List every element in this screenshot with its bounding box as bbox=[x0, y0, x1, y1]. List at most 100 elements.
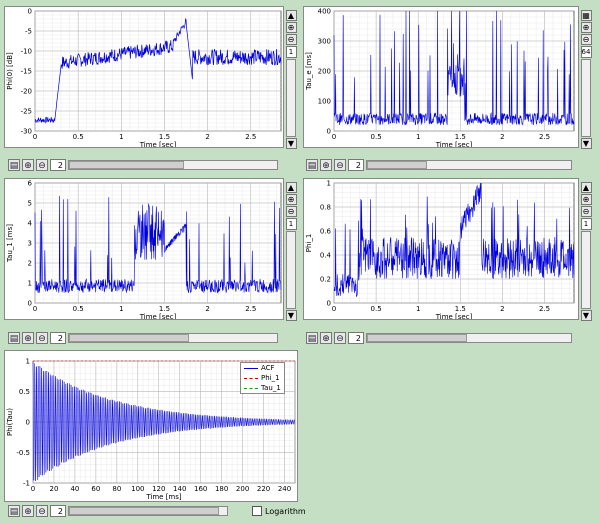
side-spinner[interactable]: 64 bbox=[580, 46, 592, 58]
plot-tau-e-vertical-toolbar: ▦ ⊕ ⊖ 64 ▼ bbox=[580, 10, 592, 149]
plot-tau-e[interactable]: 00.511.522.533.544.555.54003002001000Tim… bbox=[303, 6, 579, 148]
zoom-in-icon[interactable]: ⊕ bbox=[580, 22, 592, 33]
phi0-trace bbox=[34, 18, 282, 124]
y-tick-label: -0.5 bbox=[16, 449, 30, 457]
y-tick-label: 1 bbox=[327, 180, 331, 188]
scroll-up-icon[interactable]: ▲ bbox=[285, 182, 297, 193]
scroll-up-icon[interactable]: ▲ bbox=[285, 10, 297, 21]
x-tick-label: 2 bbox=[500, 305, 504, 313]
zoom-in-icon[interactable]: ⊕ bbox=[22, 332, 34, 344]
tau-e-chart: 00.511.522.533.544.555.54003002001000Tim… bbox=[305, 8, 575, 147]
reset-icon[interactable]: ▦ bbox=[580, 10, 592, 21]
scroll-down-icon[interactable]: ▼ bbox=[285, 310, 297, 321]
x-tick-label: 0 bbox=[33, 133, 37, 141]
horizontal-scrollbar[interactable] bbox=[68, 333, 278, 343]
zoom-spinner[interactable]: 2 bbox=[50, 332, 66, 344]
y-tick-label: 0 bbox=[26, 419, 30, 427]
zoom-spinner[interactable]: 2 bbox=[50, 505, 66, 517]
zoom-in-icon[interactable]: ⊕ bbox=[22, 159, 34, 171]
zoom-spinner[interactable]: 2 bbox=[348, 159, 364, 171]
zoom-out-icon[interactable]: ⊖ bbox=[334, 159, 346, 171]
x-tick-label: 0 bbox=[33, 305, 37, 313]
reset-icon[interactable]: ▤ bbox=[8, 505, 20, 517]
y-tick-label: 0 bbox=[327, 128, 331, 136]
legend-item-phi1: Phi_1 bbox=[241, 373, 284, 383]
tau-1-trace bbox=[34, 195, 282, 294]
vertical-scrollbar[interactable] bbox=[581, 59, 591, 137]
zoom-in-icon[interactable]: ⊕ bbox=[285, 194, 297, 205]
checkbox-box[interactable] bbox=[252, 506, 262, 516]
reset-icon[interactable]: ▤ bbox=[8, 332, 20, 344]
y-tick-label: 0 bbox=[327, 300, 331, 308]
zoom-out-icon[interactable]: ⊖ bbox=[580, 206, 592, 217]
horizontal-scrollbar[interactable] bbox=[366, 160, 572, 170]
x-tick-label: 1 bbox=[416, 305, 420, 313]
zoom-spinner[interactable]: 2 bbox=[50, 159, 66, 171]
y-tick-label: -10 bbox=[21, 48, 32, 56]
reset-icon[interactable]: ▤ bbox=[306, 332, 318, 344]
y-tick-label: 1 bbox=[28, 280, 32, 288]
scroll-down-icon[interactable]: ▼ bbox=[285, 138, 297, 149]
y-tick-label: -15 bbox=[21, 68, 32, 76]
zoom-in-icon[interactable]: ⊕ bbox=[285, 22, 297, 33]
x-tick-label: 2 bbox=[205, 305, 209, 313]
scroll-down-icon[interactable]: ▼ bbox=[580, 310, 592, 321]
x-tick-label: 0 bbox=[332, 305, 336, 313]
horizontal-scrollbar[interactable] bbox=[68, 506, 228, 516]
side-spinner[interactable]: 1 bbox=[580, 218, 592, 230]
x-axis-label: Time [sec] bbox=[139, 313, 177, 319]
y-axis-label: Tau_1 [ms] bbox=[6, 224, 14, 263]
x-tick-label: 1.5 bbox=[159, 133, 170, 141]
zoom-spinner[interactable]: 2 bbox=[348, 332, 364, 344]
plot-phi-1[interactable]: 00.511.522.533.544.555.510.80.60.40.20Ti… bbox=[303, 178, 579, 320]
plot-phi0-vertical-toolbar: ▲ ⊕ ⊖ 1 ▼ bbox=[285, 10, 297, 149]
zoom-out-icon[interactable]: ⊖ bbox=[36, 505, 48, 517]
y-axis-label: Phi(Tau) bbox=[6, 408, 14, 436]
zoom-in-icon[interactable]: ⊕ bbox=[22, 505, 34, 517]
zoom-out-icon[interactable]: ⊖ bbox=[334, 332, 346, 344]
vertical-scrollbar[interactable] bbox=[286, 59, 296, 137]
zoom-out-icon[interactable]: ⊖ bbox=[285, 206, 297, 217]
horizontal-scrollbar[interactable] bbox=[68, 160, 278, 170]
x-tick-label: 60 bbox=[91, 485, 100, 493]
reset-icon[interactable]: ▤ bbox=[8, 159, 20, 171]
x-tick-label: 2.5 bbox=[539, 305, 550, 313]
reset-icon[interactable]: ▤ bbox=[306, 159, 318, 171]
side-spinner[interactable]: 1 bbox=[285, 46, 297, 58]
zoom-in-icon[interactable]: ⊕ bbox=[320, 159, 332, 171]
y-tick-label: 0.5 bbox=[19, 388, 30, 396]
scroll-up-icon[interactable]: ▲ bbox=[580, 182, 592, 193]
phi-1-chart: 00.511.522.533.544.555.510.80.60.40.20Ti… bbox=[305, 180, 575, 319]
zoom-out-icon[interactable]: ⊖ bbox=[580, 34, 592, 45]
y-tick-label: 0.4 bbox=[320, 252, 332, 260]
plot-phi0[interactable]: 00.511.522.533.544.555.50-5-10-15-20-25-… bbox=[4, 6, 284, 148]
legend-item-acf: ACF bbox=[241, 363, 284, 373]
zoom-in-icon[interactable]: ⊕ bbox=[320, 332, 332, 344]
x-tick-label: 2 bbox=[500, 133, 504, 141]
x-tick-label: 220 bbox=[257, 485, 270, 493]
y-tick-label: 0.8 bbox=[320, 204, 331, 212]
y-tick-label: 300 bbox=[318, 38, 331, 46]
y-tick-label: 0 bbox=[28, 300, 32, 308]
x-tick-label: 2.5 bbox=[245, 305, 256, 313]
y-tick-label: -5 bbox=[25, 28, 32, 36]
side-spinner[interactable]: 1 bbox=[285, 218, 297, 230]
zoom-out-icon[interactable]: ⊖ bbox=[285, 34, 297, 45]
horizontal-scrollbar[interactable] bbox=[366, 333, 572, 343]
plot-phi0-toolbar: ▤ ⊕ ⊖ 2 bbox=[8, 158, 278, 172]
x-tick-label: 0.5 bbox=[73, 133, 84, 141]
logarithm-checkbox[interactable]: Logarithm bbox=[252, 506, 306, 516]
y-tick-label: 0.6 bbox=[320, 228, 332, 236]
scroll-down-icon[interactable]: ▼ bbox=[580, 138, 592, 149]
y-tick-label: 200 bbox=[318, 68, 331, 76]
zoom-out-icon[interactable]: ⊖ bbox=[36, 332, 48, 344]
x-tick-label: 200 bbox=[236, 485, 249, 493]
x-tick-label: 1.5 bbox=[455, 305, 466, 313]
x-tick-label: 40 bbox=[70, 485, 79, 493]
zoom-out-icon[interactable]: ⊖ bbox=[36, 159, 48, 171]
plot-acf-toolbar: ▤ ⊕ ⊖ 2 bbox=[8, 504, 228, 518]
vertical-scrollbar[interactable] bbox=[581, 231, 591, 309]
vertical-scrollbar[interactable] bbox=[286, 231, 296, 309]
zoom-in-icon[interactable]: ⊕ bbox=[580, 194, 592, 205]
